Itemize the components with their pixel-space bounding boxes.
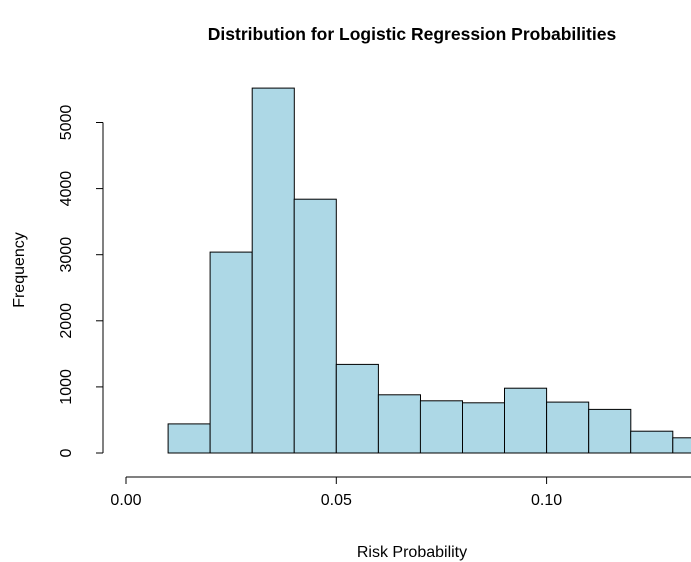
histogram-bar: [546, 401, 590, 454]
y-tick-label: 4000: [58, 171, 75, 207]
histogram-bar: [672, 437, 691, 454]
y-tick-label: 1000: [58, 369, 75, 405]
y-tick-label: 5000: [58, 105, 75, 141]
histogram-bar: [462, 402, 506, 454]
histogram-bar: [167, 423, 211, 454]
x-axis-label: Risk Probability: [357, 544, 467, 561]
y-axis-label: Frequency: [11, 232, 28, 308]
histogram-bar: [335, 363, 379, 454]
x-tick-label: 0.10: [531, 492, 562, 509]
x-axis: 0.000.050.100.150.200.25: [110, 476, 691, 509]
y-tick-label: 3000: [58, 237, 75, 273]
y-tick-label: 2000: [58, 303, 75, 339]
histogram-bar: [251, 87, 295, 454]
histogram-bar: [293, 198, 337, 454]
histogram-bar: [419, 400, 463, 454]
histogram-bar: [377, 394, 421, 454]
y-axis: 0 1000 2000 3000 4000 5000: [58, 105, 104, 457]
x-tick-label: 0.00: [110, 492, 141, 509]
histogram-bars: [167, 87, 691, 454]
histogram-bar: [588, 408, 632, 454]
histogram-bar: [209, 251, 253, 454]
chart-title: Distribution for Logistic Regression Pro…: [208, 24, 617, 44]
histogram-bar: [504, 387, 548, 454]
x-tick-label: 0.05: [321, 492, 352, 509]
histogram-bar: [630, 430, 674, 454]
y-tick-label: 0: [58, 448, 75, 457]
